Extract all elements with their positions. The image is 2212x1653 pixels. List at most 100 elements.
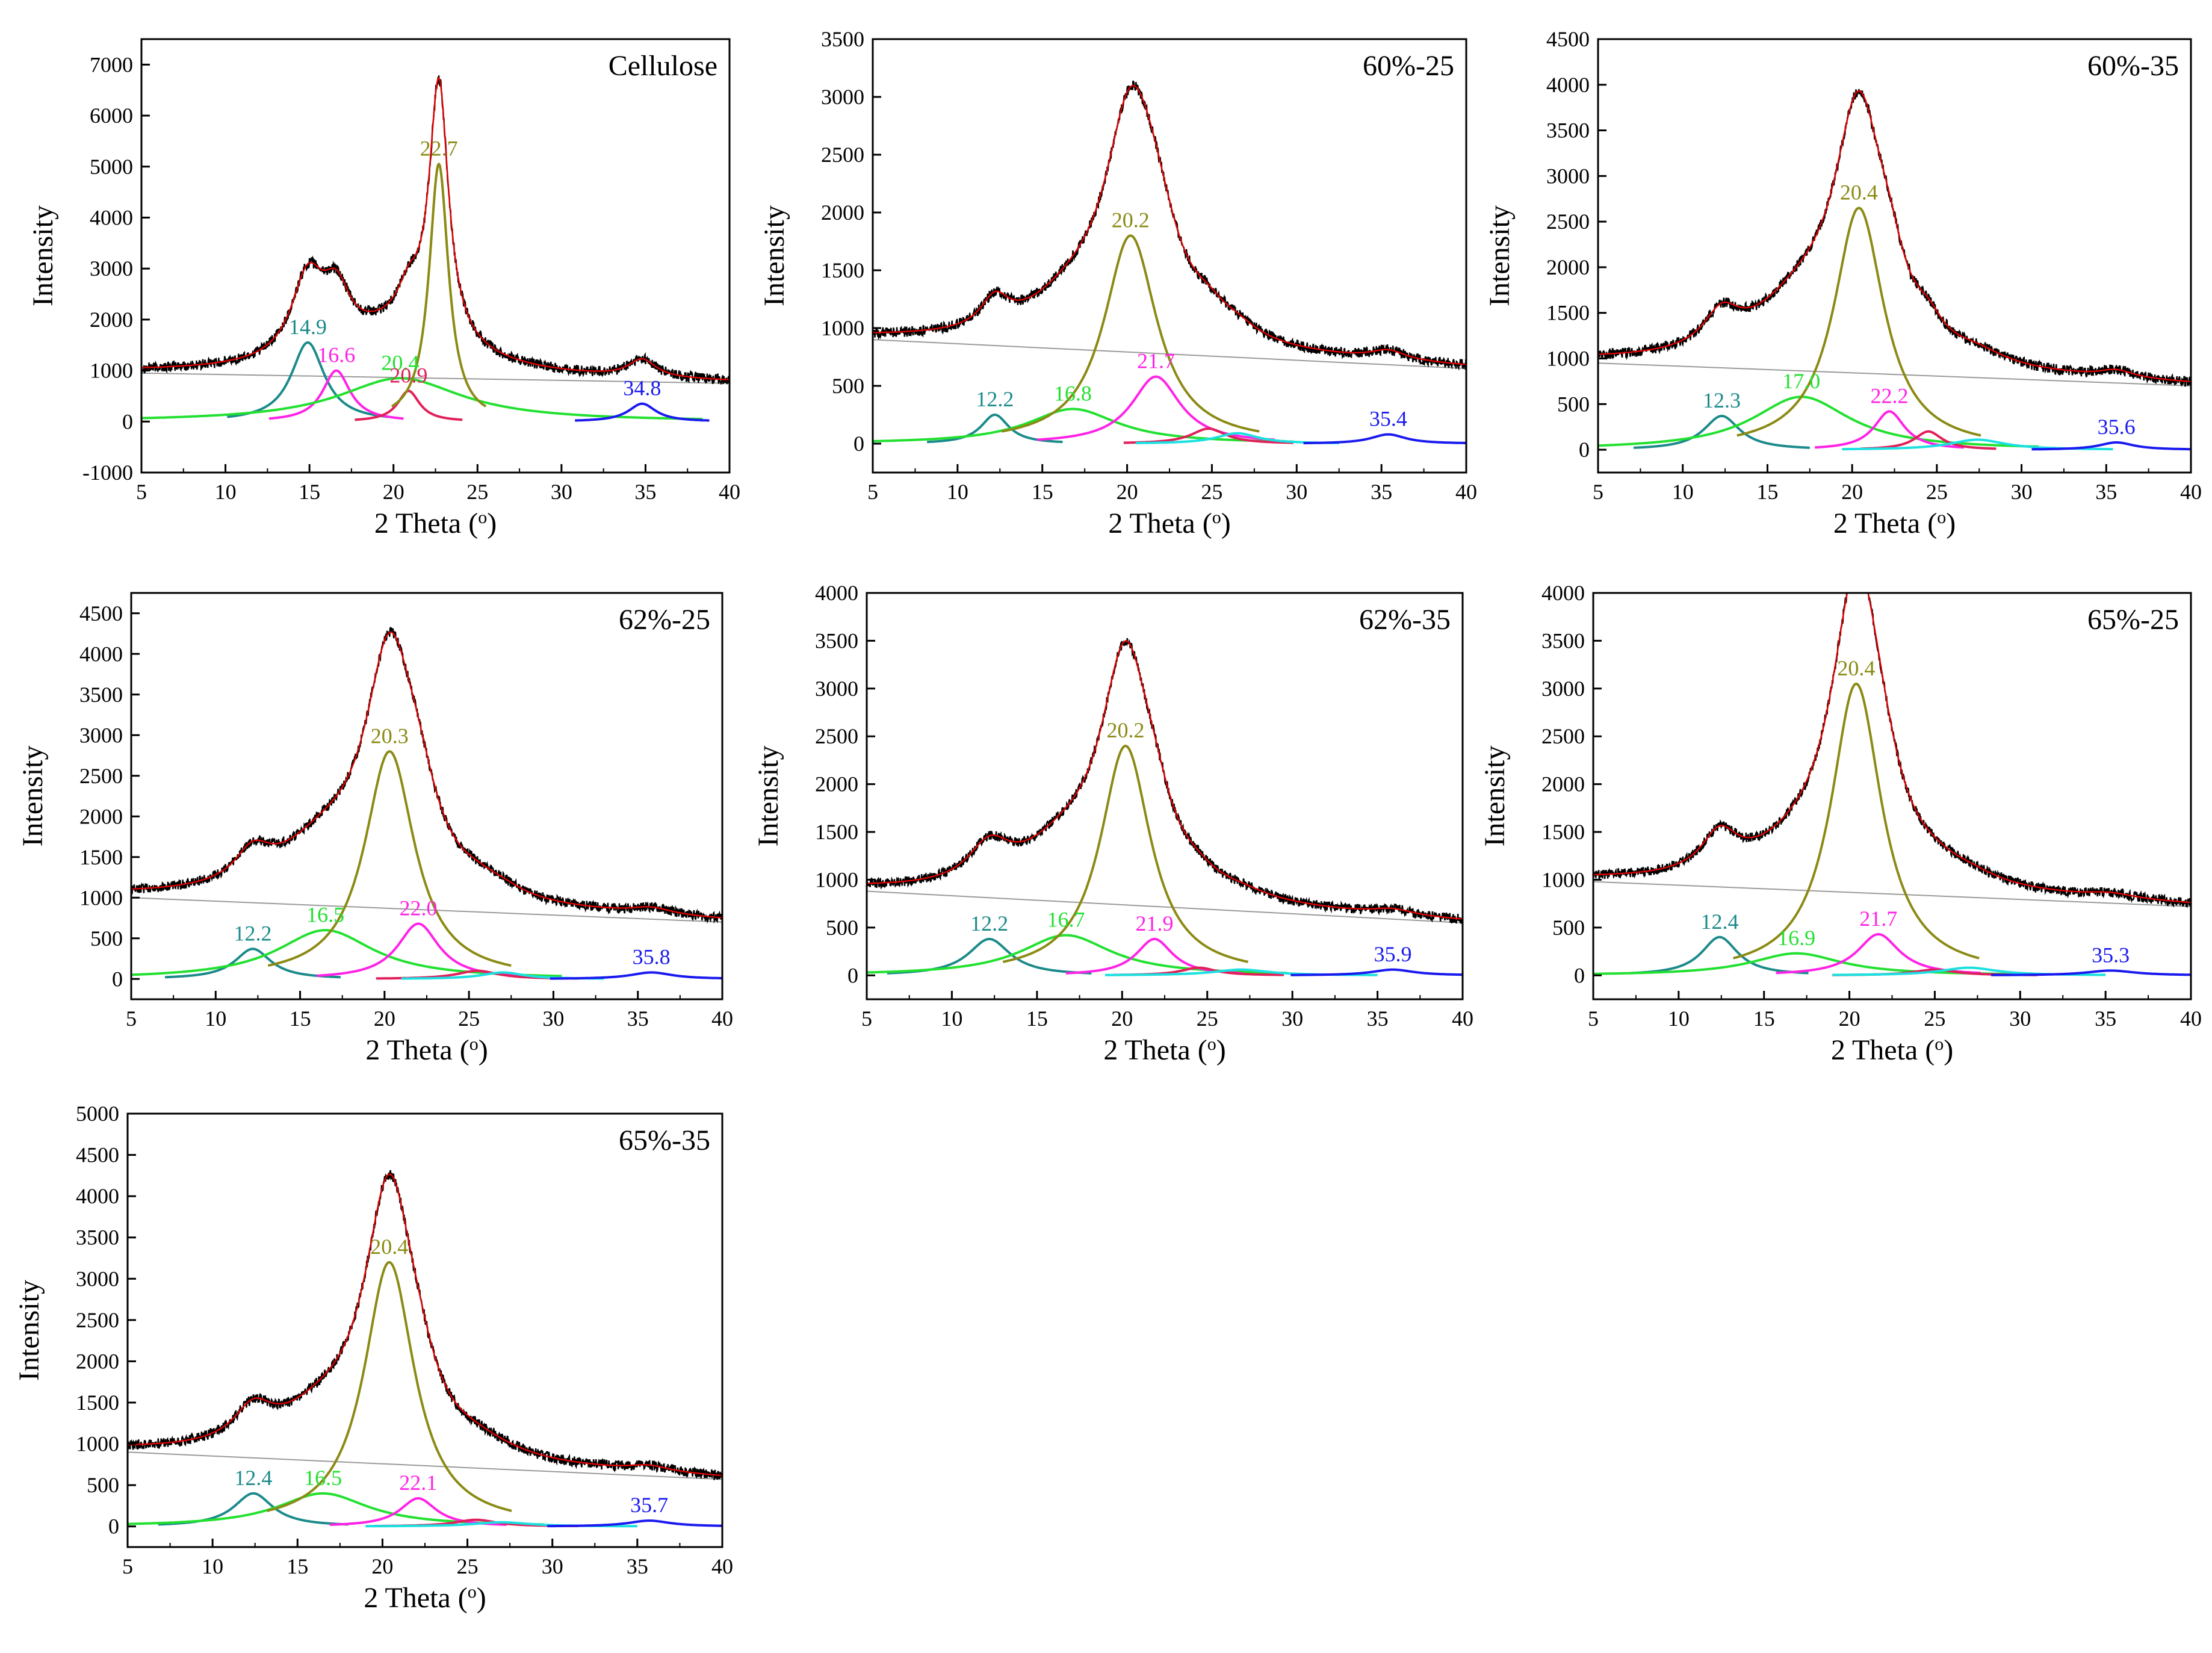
x-tick-label: 20 xyxy=(374,1006,395,1031)
y-tick-label: 500 xyxy=(87,1473,119,1497)
x-tick-label: 40 xyxy=(711,1006,733,1031)
peak-label: 12.4 xyxy=(1700,910,1738,934)
y-tick-label: 1000 xyxy=(90,359,133,383)
measured-data-line xyxy=(141,75,730,385)
panel-title: Cellulose xyxy=(609,50,717,82)
peak-label: 21.7 xyxy=(1137,349,1175,373)
x-axis-title: 2 Theta (o) xyxy=(365,1034,488,1067)
y-tick-label: 2500 xyxy=(821,143,864,167)
y-tick-label: 2500 xyxy=(79,764,123,788)
x-tick-label: 5 xyxy=(136,480,147,504)
peak-curve-20.4 xyxy=(267,1261,512,1512)
plot-area xyxy=(867,638,1463,976)
x-tick-label: 20 xyxy=(383,480,404,504)
peak-label: 12.2 xyxy=(234,921,272,945)
y-tick-label: 1000 xyxy=(1541,867,1585,892)
x-tick-label: 25 xyxy=(1197,1006,1218,1031)
x-tick-label: 35 xyxy=(1371,480,1392,504)
panel-5: 12.2 16.7 20.2 21.9 35.9 5 10 15 20 25 30 35 40 0 500 1… xyxy=(752,581,1473,1066)
peak-label: 22.0 xyxy=(399,896,437,920)
y-tick-label: 3000 xyxy=(90,256,133,281)
peak-label: 17.0 xyxy=(1782,369,1820,393)
y-axis-title: Intensity xyxy=(13,1280,45,1381)
x-tick-label: 10 xyxy=(215,480,237,504)
measured-data-line xyxy=(1598,88,2191,387)
y-tick-label: 1500 xyxy=(1546,301,1590,325)
panel-title: 60%-25 xyxy=(1363,50,1454,82)
peak-curve-16.9 xyxy=(1593,952,2019,976)
y-tick-label: 2500 xyxy=(76,1308,119,1332)
peak-curve-35.8 xyxy=(550,971,722,980)
x-tick-label: 20 xyxy=(1111,1006,1133,1031)
x-tick-label: 35 xyxy=(1367,1006,1389,1031)
x-tick-label: 40 xyxy=(2180,1006,2202,1031)
peak-curve-16.8 xyxy=(873,408,1293,443)
x-tick-label: 25 xyxy=(457,1554,479,1578)
x-tick-label: 10 xyxy=(941,1006,962,1031)
peak-curve-21.7 xyxy=(1037,375,1275,441)
x-tick-label: 30 xyxy=(1286,480,1307,504)
peak-curve-12.2 xyxy=(165,947,341,979)
fitted-envelope-line xyxy=(1593,593,2191,904)
y-tick-label: 0 xyxy=(1579,438,1590,462)
x-tick-label: 30 xyxy=(2009,1006,2031,1031)
peak-curve-20.2 xyxy=(1001,234,1260,433)
peak-label: 16.8 xyxy=(1054,381,1092,405)
peak-label: 20.2 xyxy=(1112,208,1150,232)
y-tick-label: 1500 xyxy=(1541,820,1585,844)
x-tick-label: 40 xyxy=(1455,480,1477,504)
y-tick-label: 4500 xyxy=(79,601,123,625)
x-tick-label: 10 xyxy=(1668,1006,1690,1031)
y-tick-label: 3000 xyxy=(79,723,123,747)
y-tick-label: 4000 xyxy=(815,581,858,605)
x-tick-label: 15 xyxy=(287,1554,308,1578)
plot-area xyxy=(1598,88,2191,451)
peak-curve-22.7 xyxy=(391,162,487,408)
y-tick-label: 1500 xyxy=(79,845,123,869)
y-axis-title: Intensity xyxy=(758,205,790,306)
y-axis-title: Intensity xyxy=(1479,746,1511,847)
peak-curve-20.3 xyxy=(267,750,512,967)
peak-label: 22.2 xyxy=(1871,383,1909,408)
fitted-envelope-line xyxy=(131,631,722,919)
y-tick-label: 3000 xyxy=(76,1267,119,1291)
peak-curve-35.7 xyxy=(547,1519,722,1528)
fitted-envelope-line xyxy=(867,640,1463,920)
panel-title: 62%-25 xyxy=(619,604,710,636)
plot-area xyxy=(141,75,730,422)
peak-curve-35.6 xyxy=(2031,441,2191,451)
panel-4: 12.2 16.5 20.3 22.0 35.8 5 10 15 20 25 30 35 40 0 500 1… xyxy=(17,592,733,1067)
y-tick-label: 7000 xyxy=(90,52,133,76)
baseline-line xyxy=(1593,881,2191,907)
peak-curve-17 xyxy=(1598,395,2039,448)
baseline-line xyxy=(873,339,1466,370)
plot-frame xyxy=(866,592,1464,1000)
fitted-envelope-line xyxy=(1598,90,2191,382)
peak-label: 16.5 xyxy=(306,902,344,926)
x-tick-label: 40 xyxy=(711,1554,733,1578)
panel-title: 62%-35 xyxy=(1359,604,1451,636)
peak-label: 16.7 xyxy=(1047,908,1085,932)
plot-frame xyxy=(130,592,723,1000)
x-tick-label: 15 xyxy=(1032,480,1053,504)
y-tick-label: 2000 xyxy=(1546,255,1590,279)
peak-label: 35.6 xyxy=(2098,415,2136,439)
y-tick-label: 500 xyxy=(826,916,858,940)
y-tick-label: 4000 xyxy=(90,205,133,229)
y-tick-label: 0 xyxy=(122,409,133,433)
peak-curve-21.9 xyxy=(1065,937,1244,975)
x-tick-label: 15 xyxy=(1026,1006,1048,1031)
y-tick-label: 2000 xyxy=(815,772,858,796)
y-tick-label: 1000 xyxy=(815,867,858,892)
panel-3: 12.3 17.0 20.4 22.2 35.6 5 10 15 20 25 30 35 40 0 500 1… xyxy=(1484,27,2202,539)
x-tick-label: 35 xyxy=(2095,480,2117,504)
plot-area xyxy=(1593,593,2191,976)
y-tick-label: 3000 xyxy=(815,677,858,701)
peak-label: 16.5 xyxy=(304,1466,342,1490)
y-tick-label: 4500 xyxy=(76,1143,119,1167)
baseline-line xyxy=(141,372,730,384)
y-axis-title: Intensity xyxy=(1484,205,1516,306)
peak-label: 35.7 xyxy=(630,1493,668,1517)
peak-label: 21.7 xyxy=(1859,907,1897,931)
